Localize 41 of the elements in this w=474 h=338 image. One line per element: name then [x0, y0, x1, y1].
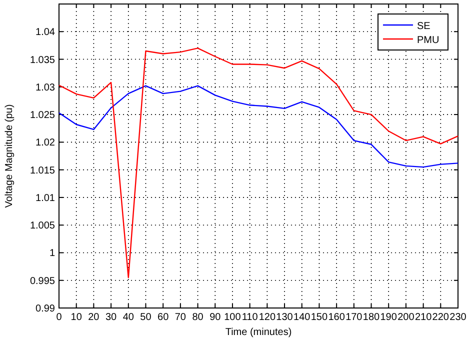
x-tick-label: 130 [276, 312, 294, 323]
x-tick-label: 30 [105, 312, 118, 323]
y-tick-label: 1.005 [30, 220, 56, 232]
x-tick-label: 190 [380, 312, 398, 323]
x-tick-label: 160 [328, 312, 346, 323]
x-tick-label: 110 [242, 312, 258, 323]
x-tick-label: 90 [210, 312, 222, 323]
x-tick-label: 170 [346, 312, 363, 323]
x-tick-label: 20 [88, 312, 100, 323]
x-tick-label: 40 [122, 312, 134, 323]
x-tick-label: 180 [362, 312, 380, 323]
x-tick-label: 80 [192, 312, 204, 323]
y-tick-label: 1.025 [30, 110, 56, 122]
x-tick-label: 100 [224, 312, 242, 323]
y-tick-label: 0.99 [36, 304, 56, 314]
x-tick-label: 140 [294, 312, 311, 323]
x-tick-label: 50 [140, 312, 152, 323]
x-tick-label: 150 [310, 312, 328, 323]
y-tick-label: 0.995 [30, 276, 56, 287]
y-tick-label: 1.01 [36, 192, 56, 204]
y-axis-title: Voltage Magnitude (pu) [4, 104, 15, 208]
y-tick-label: 1.02 [36, 138, 56, 149]
x-tick-label: 210 [414, 312, 432, 323]
x-tick-label: 70 [174, 312, 186, 323]
x-axis-title: Time (minutes) [225, 327, 292, 338]
legend-label: SE [417, 21, 431, 32]
x-tick-label: 0 [56, 312, 62, 323]
y-tick-label: 1.04 [36, 27, 56, 38]
legend-label: PMU [417, 35, 440, 46]
x-tick-label: 10 [70, 312, 82, 323]
x-tick-label: 120 [258, 312, 276, 323]
x-tick-label: 220 [432, 312, 450, 323]
x-tick-label: 200 [398, 312, 415, 323]
line-series [58, 48, 459, 278]
y-tick-label: 1 [49, 248, 56, 260]
y-tick-label: 1.03 [36, 82, 56, 94]
y-tick-label: 1.035 [30, 54, 56, 66]
x-tick-label: 230 [450, 312, 467, 323]
x-tick-label: 60 [158, 312, 170, 323]
y-tick-label: 1.015 [30, 165, 56, 176]
line-series [58, 85, 459, 168]
